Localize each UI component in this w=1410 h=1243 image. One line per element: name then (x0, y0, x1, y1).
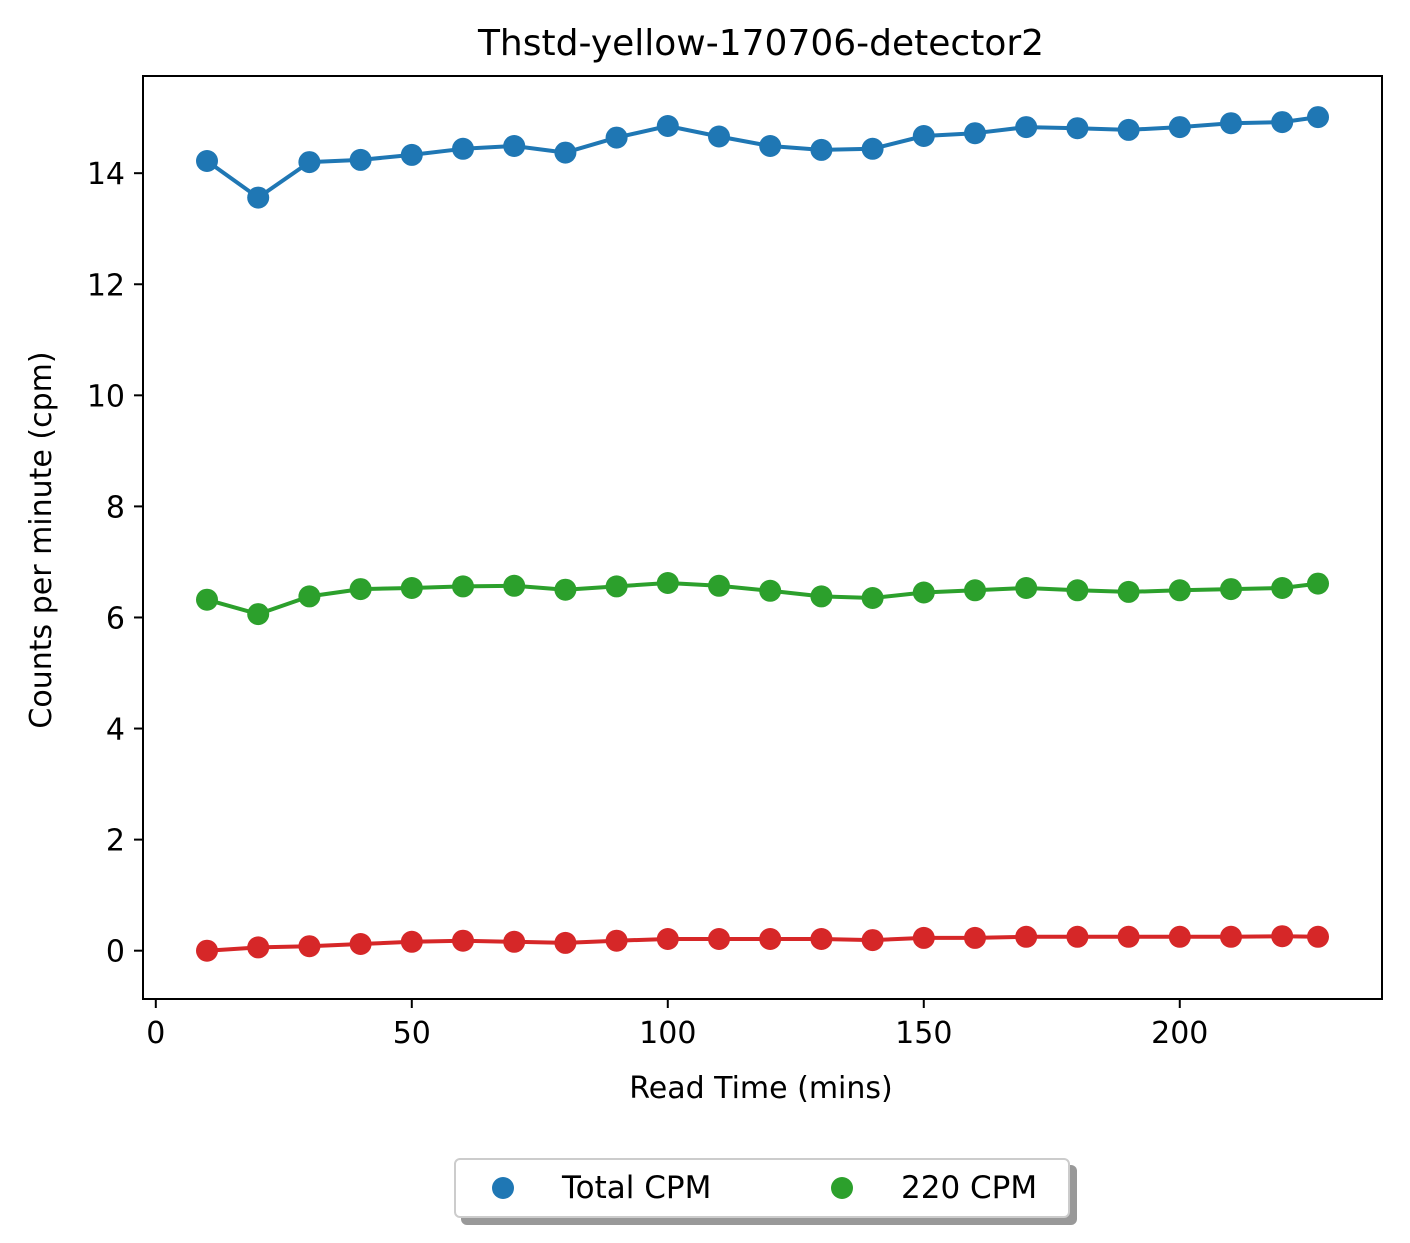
x-tick-label: 200 (1151, 1016, 1208, 1051)
y-axis-label: Counts per minute (cpm) (24, 351, 59, 728)
data-point-2-15 (964, 926, 986, 949)
data-point-2-9 (656, 928, 679, 950)
y-axis-ticks: 0 2 4 6 8 10 12 14 (87, 157, 143, 970)
data-point-1-15 (964, 579, 986, 602)
data-point-1-5 (452, 575, 474, 598)
data-point-1-7 (554, 578, 577, 601)
data-point-2-18 (1117, 925, 1140, 948)
data-point-2-10 (708, 928, 730, 950)
legend-label-total-cpm: Total CPM (562, 1170, 712, 1206)
data-point-1-19 (1168, 579, 1191, 602)
plot-frame (142, 75, 1383, 1000)
x-axis-ticks: 0 50 100 150 200 (146, 999, 1208, 1051)
data-point-2-19 (1168, 925, 1191, 948)
data-point-2-8 (605, 929, 628, 952)
data-point-0-4 (400, 143, 423, 166)
data-point-0-13 (861, 137, 884, 160)
data-point-2-5 (452, 929, 474, 952)
legend-item-total-cpm: Total CPM (492, 1160, 711, 1216)
data-point-1-20 (1220, 578, 1242, 601)
data-point-1-11 (759, 579, 782, 602)
data-point-1-12 (810, 585, 833, 608)
data-point-0-2 (298, 151, 321, 174)
data-point-0-11 (759, 135, 782, 157)
data-point-1-8 (605, 575, 628, 598)
y-tick-label: 14 (87, 157, 125, 192)
data-point-2-11 (759, 928, 782, 950)
legend-label-220-cpm: 220 CPM (901, 1170, 1038, 1206)
data-point-0-7 (554, 141, 577, 164)
data-point-0-12 (810, 138, 833, 161)
data-point-2-14 (912, 926, 935, 949)
data-point-0-20 (1220, 112, 1242, 135)
data-point-0-9 (656, 115, 679, 137)
data-point-0-14 (912, 125, 935, 147)
data-point-0-19 (1168, 116, 1191, 139)
x-axis-label: Read Time (mins) (629, 1071, 892, 1106)
chart-title: Thstd-yellow-170706-detector2 (477, 23, 1044, 64)
data-point-0-10 (708, 125, 730, 148)
y-tick-label: 10 (87, 379, 125, 414)
x-tick-label: 50 (393, 1016, 431, 1051)
data-point-0-16 (1015, 116, 1038, 139)
data-point-2-17 (1066, 925, 1089, 948)
legend-marker-220-cpm (831, 1177, 853, 1199)
data-point-2-12 (810, 928, 833, 950)
plot-marks (196, 106, 1329, 962)
data-point-1-0 (196, 588, 218, 611)
data-point-1-10 (708, 574, 730, 597)
data-point-1-21 (1271, 577, 1294, 599)
series-line-0 (205, 115, 1319, 200)
data-point-2-0 (196, 939, 218, 962)
data-point-1-16 (1015, 577, 1038, 599)
x-tick-label: 100 (639, 1016, 696, 1051)
data-point-1-14 (912, 581, 935, 604)
y-tick-label: 6 (106, 601, 125, 636)
data-point-2-2 (298, 935, 321, 958)
data-point-1-2 (298, 585, 321, 608)
data-point-0-0 (196, 150, 218, 172)
data-point-1-9 (656, 572, 679, 594)
data-point-0-22 (1307, 106, 1329, 129)
data-point-2-7 (554, 931, 577, 954)
data-point-2-21 (1271, 925, 1294, 948)
data-point-1-3 (349, 578, 372, 601)
data-point-0-15 (964, 122, 986, 145)
data-point-0-18 (1117, 118, 1140, 141)
legend-marker-total-cpm (492, 1177, 514, 1199)
data-point-2-22 (1307, 925, 1329, 948)
data-point-0-3 (349, 148, 372, 171)
data-point-2-6 (503, 930, 526, 953)
data-point-2-20 (1220, 925, 1242, 948)
legend-item-220-cpm: 220 CPM (831, 1160, 1037, 1216)
data-point-1-17 (1066, 579, 1089, 602)
y-tick-label: 2 (106, 824, 125, 859)
data-point-1-22 (1307, 572, 1329, 595)
data-point-1-18 (1117, 580, 1140, 603)
data-point-0-5 (452, 137, 474, 160)
data-point-0-1 (247, 186, 270, 209)
data-point-2-13 (861, 929, 884, 952)
x-tick-label: 150 (895, 1016, 952, 1051)
y-tick-label: 8 (106, 490, 125, 525)
data-point-0-6 (503, 135, 526, 157)
data-point-0-8 (605, 126, 628, 149)
data-point-1-4 (400, 577, 423, 599)
data-point-2-16 (1015, 925, 1038, 948)
data-point-2-3 (349, 933, 372, 955)
data-point-1-13 (861, 587, 884, 609)
x-tick-label: 0 (146, 1016, 165, 1051)
y-tick-label: 4 (106, 713, 125, 748)
data-point-0-17 (1066, 117, 1089, 140)
data-point-1-1 (247, 603, 270, 626)
y-tick-label: 0 (106, 935, 125, 970)
y-tick-label: 12 (87, 268, 125, 303)
data-point-2-4 (400, 930, 423, 953)
legend: Total CPM 220 CPM (454, 1158, 1070, 1218)
data-point-0-21 (1271, 111, 1294, 134)
data-point-1-6 (503, 574, 526, 597)
data-point-2-1 (247, 936, 270, 959)
